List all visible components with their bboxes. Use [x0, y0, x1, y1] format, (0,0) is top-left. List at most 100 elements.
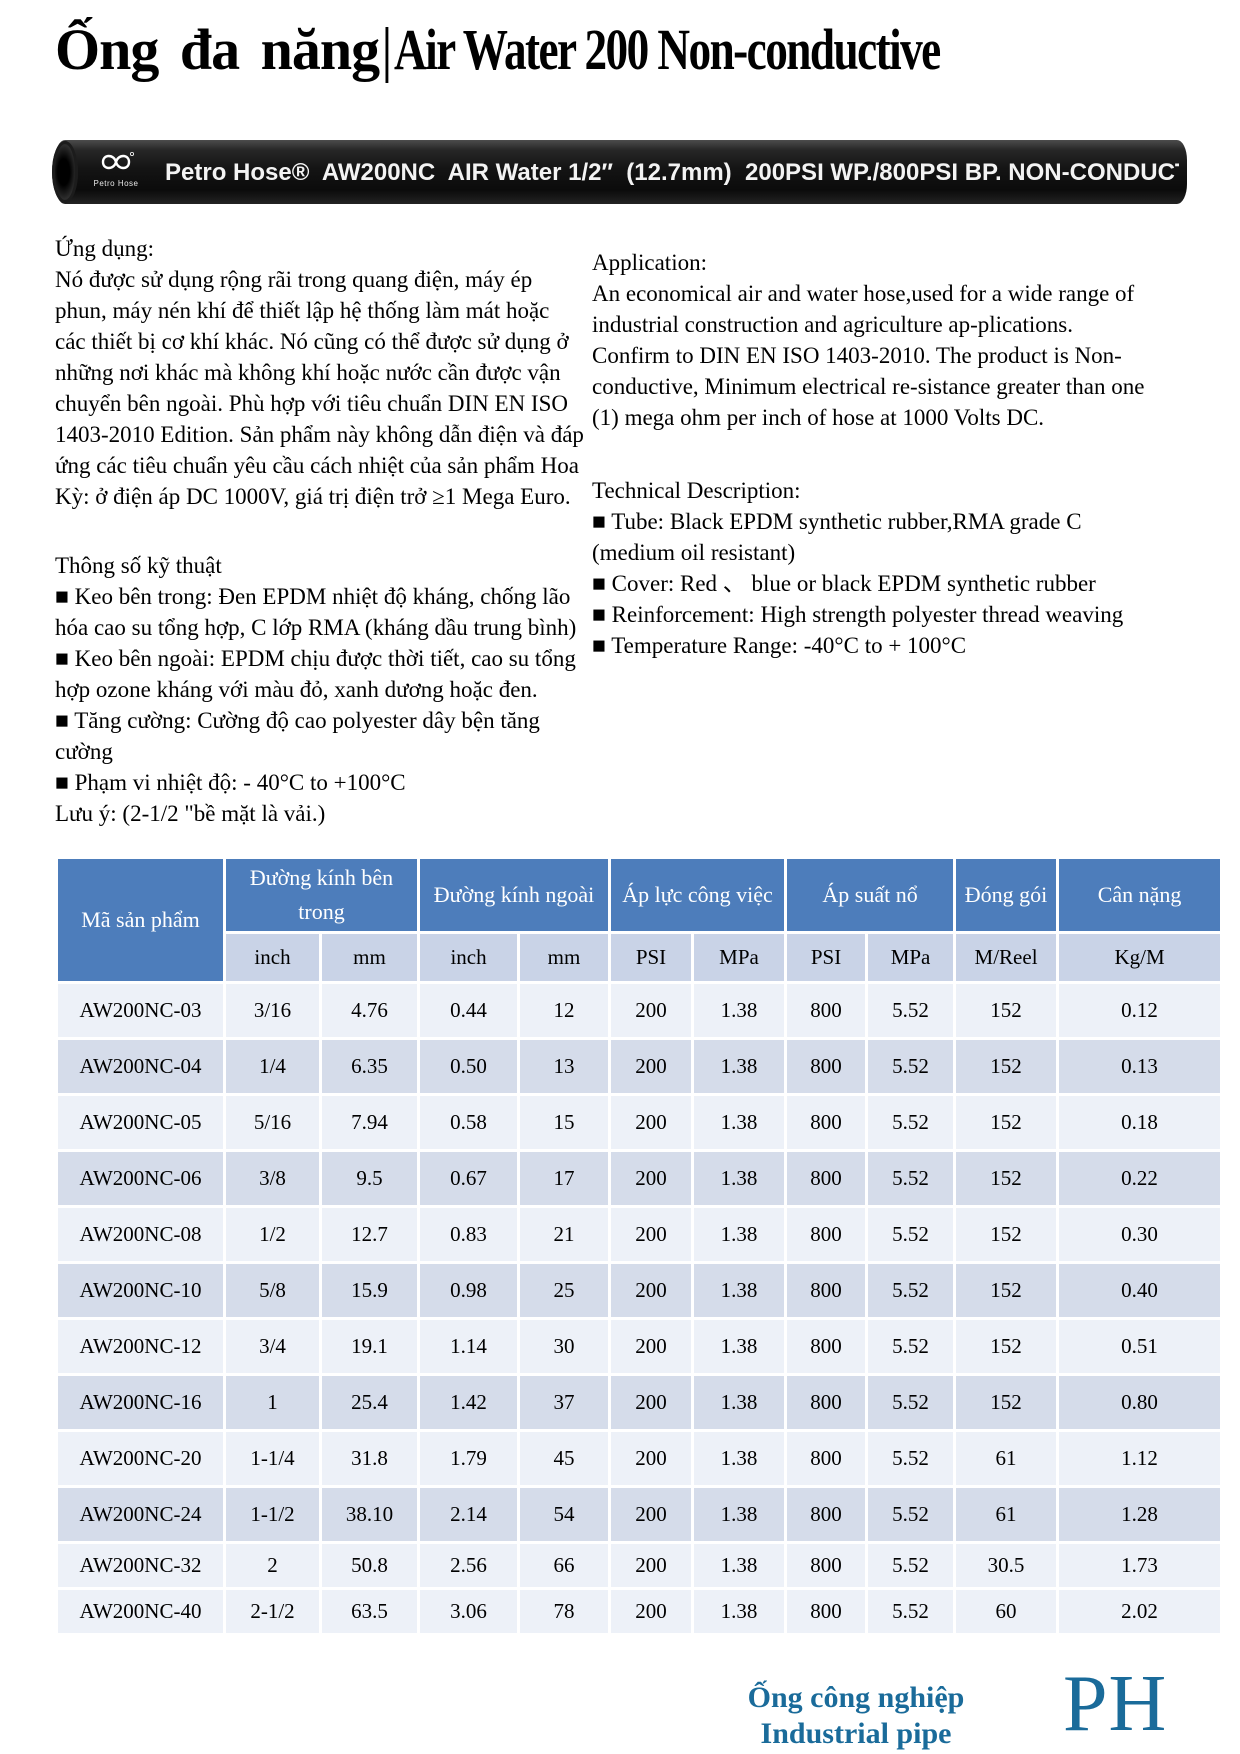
- spec-bullet: ■ Cover: Red 、 blue or black EPDM synthe…: [592, 571, 1096, 596]
- spec-bullet: ■ Reinforcement: High strength polyester…: [592, 602, 1124, 627]
- title-english: Air Water 200 Non-conductive: [393, 17, 941, 82]
- product-code-cell: AW200NC-32: [58, 1544, 223, 1587]
- spec-value-cell: 0.44: [420, 984, 518, 1037]
- spec-table: Mã sản phẩm Đường kính bên trong Đường k…: [55, 856, 1223, 1636]
- spec-value-cell: 5.52: [868, 1152, 954, 1205]
- spec-value-cell: 1.38: [694, 1264, 785, 1317]
- spec-value-cell: 1.38: [694, 1432, 785, 1485]
- table-row: AW200NC-04 1/4 6.35 0.50 13 200 1.38 800 5.52 152…: [58, 1040, 1221, 1093]
- spec-value-cell: 25.4: [322, 1376, 418, 1429]
- col-group-outer-diameter: Đường kính ngoài: [420, 859, 609, 931]
- spec-value-cell: 31.8: [322, 1432, 418, 1485]
- spec-value-cell: 2.02: [1059, 1590, 1221, 1633]
- spec-value-cell: 5.52: [868, 1040, 954, 1093]
- col-group-inner-diameter: Đường kính bên trong: [226, 859, 418, 931]
- spec-value-cell: 800: [787, 1208, 866, 1261]
- product-code-cell: AW200NC-08: [58, 1208, 223, 1261]
- spec-value-cell: 800: [787, 1152, 866, 1205]
- table-row: AW200NC-16 1 25.4 1.42 37 200 1.38 800 5.52 152 0.…: [58, 1376, 1221, 1429]
- spec-value-cell: 152: [956, 1096, 1057, 1149]
- unit-header: M/Reel: [956, 934, 1057, 981]
- vi-specs-list: ■ Keo bên trong: Đen EPDM nhiệt độ kháng…: [55, 581, 584, 798]
- spec-value-cell: 152: [956, 1152, 1057, 1205]
- spec-value-cell: 1.38: [694, 984, 785, 1037]
- title-vietnamese: Ống đa năng: [55, 17, 380, 82]
- spec-value-cell: 66: [520, 1544, 609, 1587]
- spec-value-cell: 800: [787, 1096, 866, 1149]
- unit-header: MPa: [868, 934, 954, 981]
- vietnamese-column: Ứng dụng: Nó được sử dụng rộng rãi trong…: [55, 233, 584, 829]
- logo-caption: Petro Hose: [93, 179, 139, 188]
- spec-value-cell: 800: [787, 984, 866, 1037]
- spec-value-cell: 1.38: [694, 1096, 785, 1149]
- spec-value-cell: 6.35: [322, 1040, 418, 1093]
- unit-header: PSI: [611, 934, 692, 981]
- spec-value-cell: 78: [520, 1590, 609, 1633]
- product-code-cell: AW200NC-40: [58, 1590, 223, 1633]
- vi-application-heading: Ứng dụng:: [55, 236, 154, 261]
- spec-value-cell: 60: [956, 1590, 1057, 1633]
- spec-value-cell: 3.06: [420, 1590, 518, 1633]
- spec-value-cell: 1-1/2: [226, 1488, 319, 1541]
- spec-value-cell: 54: [520, 1488, 609, 1541]
- spec-value-cell: 1: [226, 1376, 319, 1429]
- en-tech-heading: Technical Description:: [592, 478, 801, 503]
- unit-header: PSI: [787, 934, 866, 981]
- table-row: AW200NC-05 5/16 7.94 0.58 15 200 1.38 800 5.52 15…: [58, 1096, 1221, 1149]
- product-code-cell: AW200NC-04: [58, 1040, 223, 1093]
- hose-photo: Petro Hose Petro Hose® AW200NC AIR Water…: [52, 140, 1187, 204]
- spec-value-cell: 1.79: [420, 1432, 518, 1485]
- spec-value-cell: 9.5: [322, 1152, 418, 1205]
- spec-value-cell: 0.51: [1059, 1320, 1221, 1373]
- spec-value-cell: 37: [520, 1376, 609, 1429]
- spec-value-cell: 0.13: [1059, 1040, 1221, 1093]
- spec-value-cell: 7.94: [322, 1096, 418, 1149]
- spec-value-cell: 5.52: [868, 1376, 954, 1429]
- product-code-cell: AW200NC-24: [58, 1488, 223, 1541]
- table-row: AW200NC-40 2-1/2 63.5 3.06 78 200 1.38 800 5.52 6…: [58, 1590, 1221, 1633]
- spec-value-cell: 1.38: [694, 1488, 785, 1541]
- spec-bullet: ■ Keo bên trong: Đen EPDM nhiệt độ kháng…: [55, 584, 577, 640]
- spec-value-cell: 19.1: [322, 1320, 418, 1373]
- spec-value-cell: 1.38: [694, 1040, 785, 1093]
- en-application-paragraph: An economical air and water hose,used fo…: [592, 281, 1145, 430]
- spec-value-cell: 1.38: [694, 1152, 785, 1205]
- spec-value-cell: 800: [787, 1590, 866, 1633]
- spec-value-cell: 15.9: [322, 1264, 418, 1317]
- spec-value-cell: 0.67: [420, 1152, 518, 1205]
- spec-value-cell: 0.30: [1059, 1208, 1221, 1261]
- petro-hose-logo: Petro Hose: [85, 148, 147, 188]
- spec-value-cell: 5.52: [868, 984, 954, 1037]
- spec-value-cell: 200: [611, 1432, 692, 1485]
- spec-value-cell: 800: [787, 1544, 866, 1587]
- spec-bullet: ■ Tăng cường: Cường độ cao polyester dây…: [55, 708, 540, 764]
- en-application-heading: Application:: [592, 250, 707, 275]
- spec-value-cell: 800: [787, 1264, 866, 1317]
- spec-value-cell: 5.52: [868, 1488, 954, 1541]
- spec-value-cell: 1/2: [226, 1208, 319, 1261]
- infinity-fish-icon: [101, 152, 135, 170]
- col-group-working-pressure: Áp lực công việc: [611, 859, 785, 931]
- en-specs-list: ■ Tube: Black EPDM synthetic rubber,RMA …: [592, 506, 1154, 661]
- col-group-weight: Cân nặng: [1059, 859, 1221, 931]
- spec-value-cell: 5.52: [868, 1208, 954, 1261]
- spec-value-cell: 4.76: [322, 984, 418, 1037]
- unit-header: inch: [226, 934, 319, 981]
- spec-bullet: ■ Phạm vi nhiệt độ: - 40°C to +100°C: [55, 770, 406, 795]
- spec-value-cell: 800: [787, 1320, 866, 1373]
- product-code-cell: AW200NC-20: [58, 1432, 223, 1485]
- spec-value-cell: 200: [611, 1208, 692, 1261]
- spec-bullet: ■ Tube: Black EPDM synthetic rubber,RMA …: [592, 509, 1082, 565]
- hose-print-text: Petro Hose® AW200NC AIR Water 1/2″ (12.7…: [165, 159, 1179, 186]
- spec-value-cell: 2-1/2: [226, 1590, 319, 1633]
- english-column: Application: An economical air and water…: [592, 233, 1154, 661]
- spec-table-body: AW200NC-03 3/16 4.76 0.44 12 200 1.38 800 5.52 15…: [58, 984, 1221, 1633]
- hose-end-cap: [52, 141, 78, 203]
- table-row: AW200NC-03 3/16 4.76 0.44 12 200 1.38 800 5.52 15…: [58, 984, 1221, 1037]
- spec-value-cell: 1.42: [420, 1376, 518, 1429]
- spec-value-cell: 12: [520, 984, 609, 1037]
- unit-header: mm: [520, 934, 609, 981]
- unit-header: MPa: [694, 934, 785, 981]
- unit-header: Kg/M: [1059, 934, 1221, 981]
- page-title: Ống đa năng|Air Water 200 Non-conductive: [55, 15, 1093, 83]
